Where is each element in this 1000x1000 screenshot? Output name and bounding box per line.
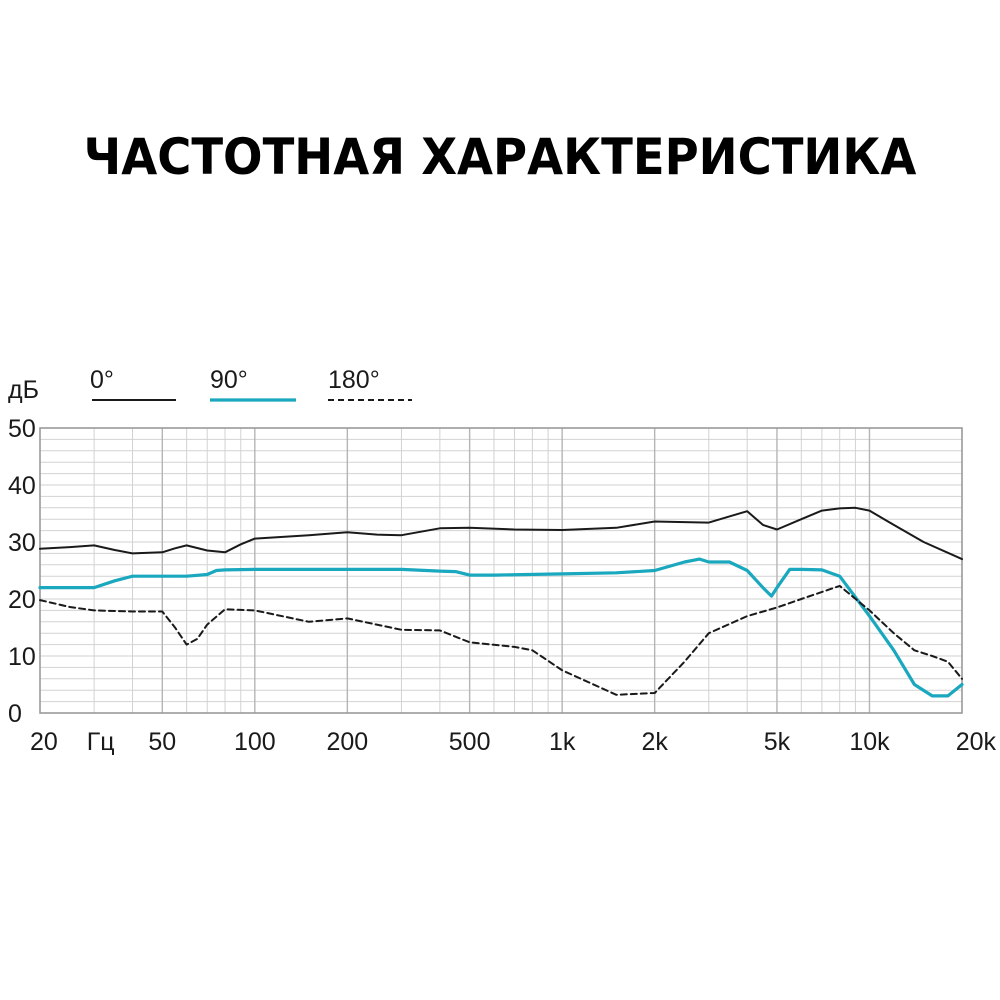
chart-title: ЧАСТОТНАЯ ХАРАКТЕРИСТИКА bbox=[83, 128, 917, 186]
x-tick-label: 20k bbox=[956, 728, 997, 756]
x-tick-label: 50 bbox=[148, 728, 176, 756]
y-axis-label: дБ bbox=[8, 376, 39, 404]
plot-frame bbox=[39, 427, 963, 714]
series-line-2 bbox=[39, 584, 963, 696]
x-tick-label: 1k bbox=[549, 728, 576, 756]
y-tick-label: 30 bbox=[8, 529, 36, 557]
series-line-1 bbox=[38, 557, 964, 698]
legend: 0° 90° 180° bbox=[90, 366, 412, 402]
x-tick-label: 5k bbox=[764, 728, 791, 756]
legend-label-1: 90° bbox=[210, 366, 248, 394]
x-tick-label: 200 bbox=[326, 728, 368, 756]
chart-grid bbox=[40, 428, 962, 713]
legend-label-0: 0° bbox=[90, 366, 114, 394]
y-tick-label: 20 bbox=[8, 586, 36, 614]
series-line-0 bbox=[39, 506, 963, 561]
y-tick-label: 0 bbox=[8, 700, 22, 728]
x-tick-label: 500 bbox=[449, 728, 491, 756]
y-tick-label: 10 bbox=[8, 643, 36, 671]
legend-label-2: 180° bbox=[328, 366, 380, 394]
x-tick-labels: 20 Гц 50 100 200 500 1k 2k 5k 10k 20k bbox=[30, 728, 996, 756]
x-tick-label: 20 bbox=[30, 728, 58, 756]
x-tick-label: 2k bbox=[641, 728, 668, 756]
y-tick-labels: 0 10 20 30 40 50 bbox=[8, 415, 36, 728]
x-tick-label: 100 bbox=[234, 728, 276, 756]
y-tick-label: 50 bbox=[8, 415, 36, 443]
y-tick-label: 40 bbox=[8, 472, 36, 500]
series-layer bbox=[38, 506, 964, 698]
x-tick-label: Гц bbox=[87, 728, 115, 756]
x-tick-label: 10k bbox=[849, 728, 890, 756]
